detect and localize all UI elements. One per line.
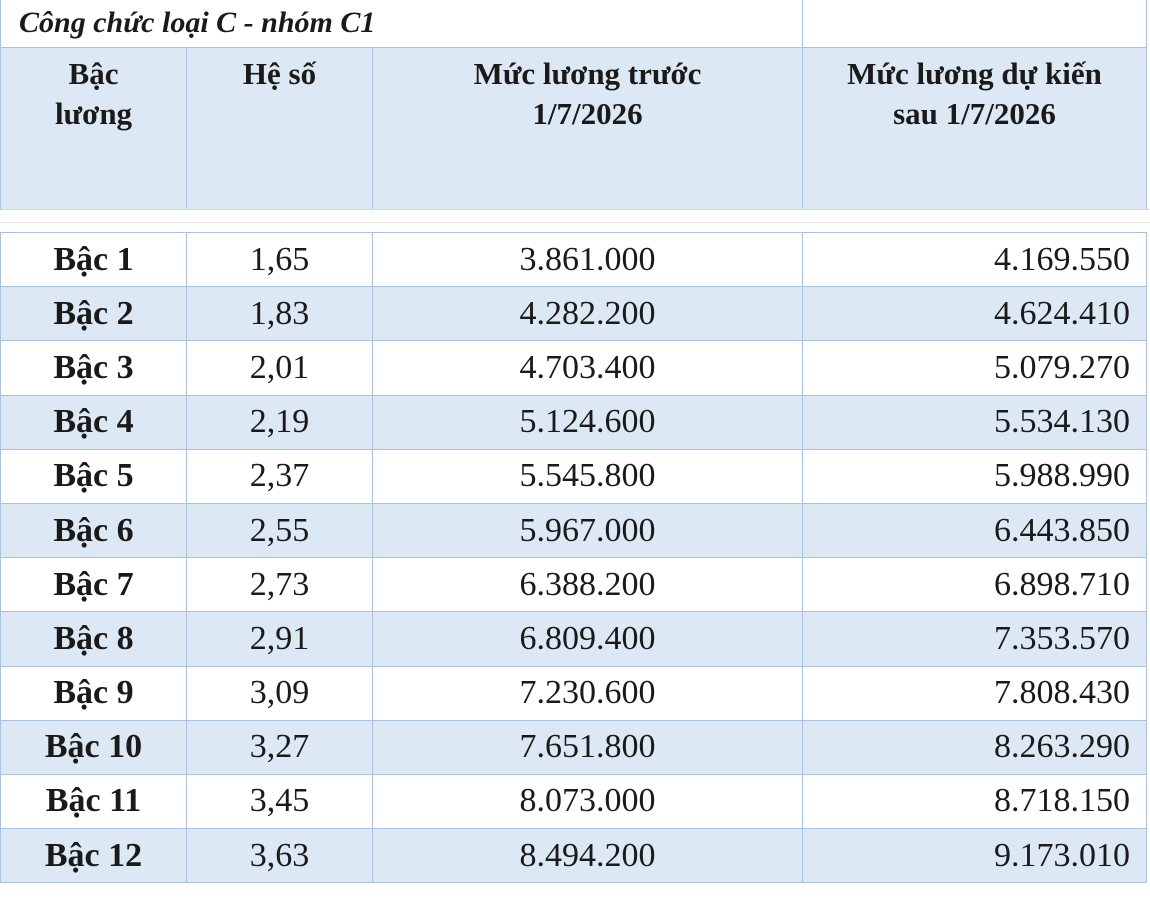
muc-luong-truoc-cell: 7.651.800 [372, 719, 803, 775]
muc-luong-sau-cell: 7.353.570 [802, 611, 1147, 667]
bac-cell: Bậc 12 [0, 828, 187, 884]
bac-cell: Bậc 10 [0, 719, 187, 775]
muc-luong-truoc-cell: 4.703.400 [372, 340, 803, 396]
muc-luong-sau-cell: 9.173.010 [802, 828, 1147, 884]
title-blank-cell [802, 0, 1147, 48]
bac-cell: Bậc 4 [0, 394, 187, 450]
muc-luong-truoc-cell: 5.545.800 [372, 448, 803, 504]
header-bac-line1: Bậc [68, 56, 119, 91]
muc-luong-truoc-cell: 3.861.000 [372, 231, 803, 288]
header-sau-line2: sau 1/7/2026 [893, 96, 1056, 131]
muc-luong-truoc-cell: 6.809.400 [372, 611, 803, 667]
table-row: Bậc 8 2,91 6.809.400 7.353.570 [0, 611, 1147, 667]
table-divider [0, 209, 1150, 223]
title-row: Công chức loại C - nhóm C1 [0, 0, 1147, 48]
muc-luong-truoc-cell: 4.282.200 [372, 286, 803, 342]
he-so-cell: 1,65 [186, 231, 373, 288]
bac-cell: Bậc 8 [0, 611, 187, 667]
he-so-cell: 3,63 [186, 828, 373, 884]
table-row: Bậc 6 2,55 5.967.000 6.443.850 [0, 502, 1147, 559]
table-row: Bậc 7 2,73 6.388.200 6.898.710 [0, 557, 1147, 613]
table-row: Bậc 4 2,19 5.124.600 5.534.130 [0, 394, 1147, 450]
muc-luong-truoc-cell: 7.230.600 [372, 665, 803, 721]
bac-cell: Bậc 3 [0, 340, 187, 396]
header-muc-luong-sau: Mức lương dự kiến sau 1/7/2026 [802, 47, 1147, 213]
he-so-cell: 3,09 [186, 665, 373, 721]
he-so-cell: 3,27 [186, 719, 373, 775]
muc-luong-sau-cell: 8.718.150 [802, 773, 1147, 830]
bac-cell: Bậc 9 [0, 665, 187, 721]
muc-luong-truoc-cell: 8.073.000 [372, 773, 803, 830]
table-row: Bậc 3 2,01 4.703.400 5.079.270 [0, 340, 1147, 396]
he-so-cell: 3,45 [186, 773, 373, 830]
muc-luong-truoc-cell: 5.967.000 [372, 502, 803, 559]
he-so-cell: 2,55 [186, 502, 373, 559]
he-so-cell: 2,73 [186, 557, 373, 613]
bac-cell: Bậc 7 [0, 557, 187, 613]
muc-luong-truoc-cell: 5.124.600 [372, 394, 803, 450]
table-row: Bậc 10 3,27 7.651.800 8.263.290 [0, 719, 1147, 775]
table-row: Bậc 11 3,45 8.073.000 8.718.150 [0, 773, 1147, 830]
table-row: Bậc 2 1,83 4.282.200 4.624.410 [0, 286, 1147, 342]
muc-luong-sau-cell: 5.988.990 [802, 448, 1147, 504]
muc-luong-sau-cell: 5.534.130 [802, 394, 1147, 450]
muc-luong-truoc-cell: 6.388.200 [372, 557, 803, 613]
he-so-cell: 1,83 [186, 286, 373, 342]
table-row: Bậc 9 3,09 7.230.600 7.808.430 [0, 665, 1147, 721]
muc-luong-sau-cell: 5.079.270 [802, 340, 1147, 396]
table-row: Bậc 1 1,65 3.861.000 4.169.550 [0, 231, 1147, 288]
header-row: Bậc lương Hệ số Mức lương trước 1/7/2026… [0, 47, 1147, 213]
table-row: Bậc 12 3,63 8.494.200 9.173.010 [0, 828, 1147, 884]
muc-luong-sau-cell: 6.443.850 [802, 502, 1147, 559]
muc-luong-sau-cell: 4.169.550 [802, 231, 1147, 288]
header-muc-luong-truoc: Mức lương trước 1/7/2026 [372, 47, 803, 213]
header-sau-line1: Mức lương dự kiến [847, 56, 1102, 91]
header-he-so: Hệ số [186, 47, 373, 213]
salary-rows: Bậc 1 1,65 3.861.000 4.169.550 Bậc 2 1,83 4.28… [0, 231, 1147, 884]
he-so-cell: 2,37 [186, 448, 373, 504]
salary-table-body: Bậc 1 1,65 3.861.000 4.169.550 Bậc 2 1,83 4.28… [0, 231, 1147, 884]
table-row: Bậc 5 2,37 5.545.800 5.988.990 [0, 448, 1147, 504]
he-so-cell: 2,91 [186, 611, 373, 667]
he-so-cell: 2,19 [186, 394, 373, 450]
header-truoc-line1: Mức lương trước [473, 56, 702, 91]
he-so-cell: 2,01 [186, 340, 373, 396]
bac-cell: Bậc 2 [0, 286, 187, 342]
bac-cell: Bậc 5 [0, 448, 187, 504]
bac-cell: Bậc 1 [0, 231, 187, 288]
muc-luong-sau-cell: 7.808.430 [802, 665, 1147, 721]
bac-cell: Bậc 6 [0, 502, 187, 559]
table-title: Công chức loại C - nhóm C1 [0, 0, 803, 48]
muc-luong-sau-cell: 8.263.290 [802, 719, 1147, 775]
header-bac-luong: Bậc lương [0, 47, 187, 213]
muc-luong-truoc-cell: 8.494.200 [372, 828, 803, 884]
header-truoc-line2: 1/7/2026 [532, 96, 643, 131]
header-he-so-label: Hệ số [242, 56, 317, 91]
header-bac-line2: lương [54, 96, 133, 131]
muc-luong-sau-cell: 6.898.710 [802, 557, 1147, 613]
muc-luong-sau-cell: 4.624.410 [802, 286, 1147, 342]
salary-table-header: Công chức loại C - nhóm C1 Bậc lương Hệ … [0, 0, 1147, 213]
bac-cell: Bậc 11 [0, 773, 187, 830]
